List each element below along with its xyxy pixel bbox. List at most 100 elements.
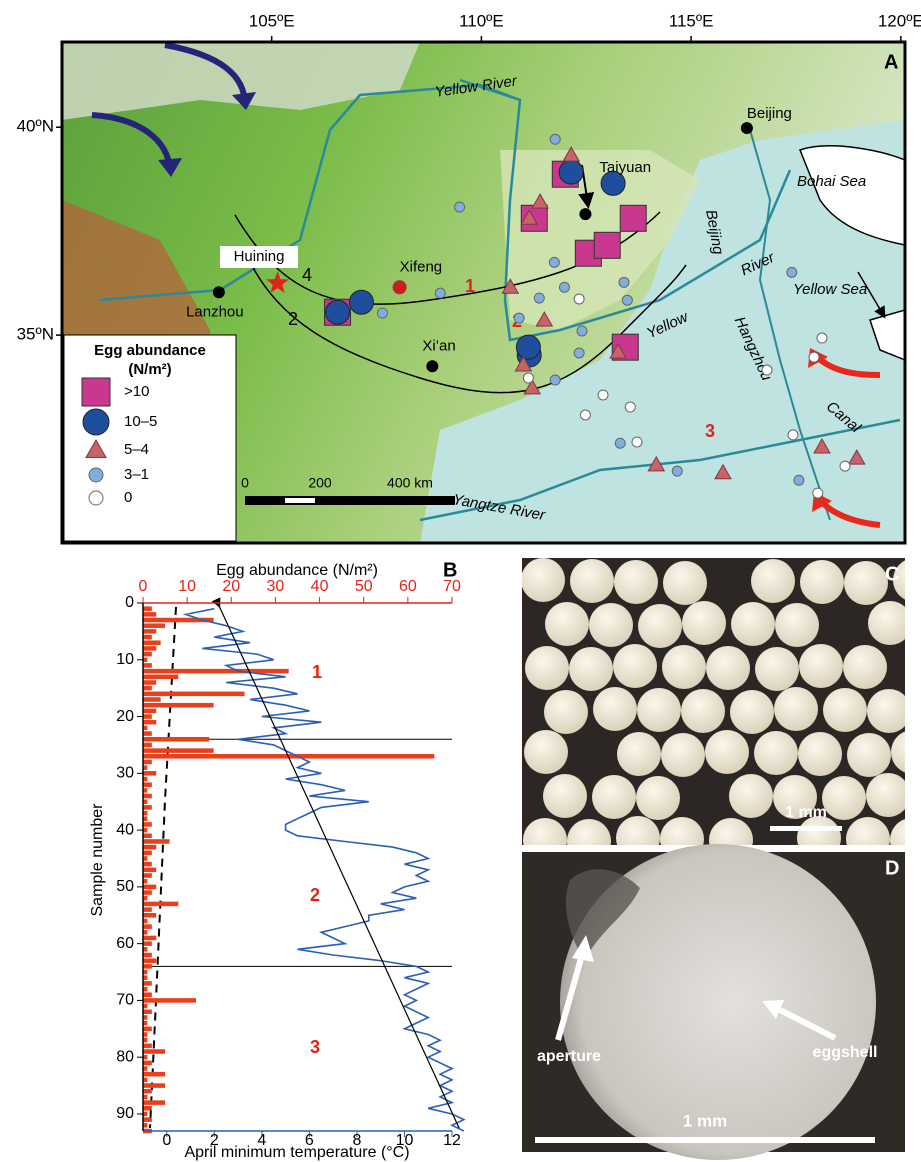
marker <box>82 378 110 406</box>
bar <box>143 941 152 946</box>
scale-label: 1 mm <box>683 1111 727 1130</box>
egg <box>544 690 588 734</box>
marker <box>615 438 625 448</box>
egg <box>661 733 705 777</box>
bar <box>143 652 152 657</box>
y-tick-label: 10 <box>116 651 134 668</box>
site-label: Huining <box>234 248 285 265</box>
marker <box>625 402 635 412</box>
panel-label: D <box>885 857 899 879</box>
egg <box>617 732 661 776</box>
city-label: Taiyuan <box>599 159 651 176</box>
bar <box>143 1049 165 1054</box>
marker <box>620 205 646 231</box>
y-tick-label: 80 <box>116 1048 134 1065</box>
line <box>186 609 464 1131</box>
egg <box>706 646 750 690</box>
marker <box>577 326 587 336</box>
egg <box>823 688 867 732</box>
egg <box>911 690 921 734</box>
marker <box>549 257 559 267</box>
y-axis-title: Sample number <box>89 803 106 917</box>
scale-label: 0 <box>241 475 249 491</box>
egg <box>637 688 681 732</box>
x-tick-label-top: 20 <box>222 578 240 595</box>
bar <box>143 913 156 918</box>
bar <box>143 981 152 986</box>
marker <box>840 461 850 471</box>
marker <box>672 466 682 476</box>
marker <box>809 352 819 362</box>
bar <box>143 1083 165 1088</box>
bar <box>143 703 214 708</box>
marker <box>435 288 445 298</box>
bar <box>143 640 161 645</box>
marker <box>550 375 560 385</box>
marker <box>326 300 350 324</box>
bar <box>143 606 152 611</box>
city-label: Beijing <box>747 105 792 122</box>
x-tick-label-bottom: 10 <box>396 1132 414 1149</box>
x-axis-title: Egg abundance (N/m²) <box>216 562 378 579</box>
egg <box>638 604 682 648</box>
bar <box>143 629 156 634</box>
marker <box>632 437 642 447</box>
bar <box>143 953 152 958</box>
marker <box>619 277 629 287</box>
bar <box>143 822 152 827</box>
city <box>579 208 591 220</box>
egg <box>636 776 680 820</box>
egg <box>614 560 658 604</box>
bar <box>143 663 152 668</box>
egg <box>593 687 637 731</box>
marker <box>514 313 524 323</box>
egg <box>775 603 819 647</box>
egg <box>545 602 589 646</box>
marker <box>559 160 583 184</box>
bar <box>143 709 156 714</box>
egg <box>730 690 774 734</box>
marker <box>594 232 620 258</box>
bar <box>143 1061 152 1066</box>
zone-label: 2 <box>310 885 320 905</box>
bar <box>143 680 156 685</box>
egg <box>729 774 773 818</box>
scale-bar <box>245 496 455 505</box>
x-tick-label-bottom: 0 <box>162 1132 171 1149</box>
egg <box>774 687 818 731</box>
x-tick-label-bottom: 4 <box>257 1132 266 1149</box>
bar <box>143 1100 165 1105</box>
bar <box>143 805 152 810</box>
egg <box>799 644 843 688</box>
x-tick-label-top: 60 <box>399 578 417 595</box>
marker <box>580 410 590 420</box>
marker <box>788 430 798 440</box>
marker <box>762 365 772 375</box>
legend-title: Egg abundance <box>94 342 206 359</box>
bar <box>143 1044 152 1049</box>
y-tick-label: 90 <box>116 1105 134 1122</box>
y-tick-label: 30 <box>116 765 134 782</box>
egg <box>751 559 795 603</box>
bar <box>143 924 152 929</box>
bar <box>143 936 156 941</box>
x-tick-label-top: 10 <box>178 578 196 595</box>
zone-label: 3 <box>310 1037 320 1057</box>
egg <box>822 776 866 820</box>
x-tick-label-top: 50 <box>355 578 373 595</box>
egg <box>589 603 633 647</box>
lon-tick-label: 105ºE <box>249 11 295 30</box>
marker <box>83 409 109 435</box>
city <box>213 286 225 298</box>
egg <box>663 561 707 605</box>
marker <box>622 295 632 305</box>
lat-tick-label: 35ºN <box>17 325 54 344</box>
panel-label: A <box>884 51 898 73</box>
x-tick-label-top: 70 <box>443 578 461 595</box>
y-tick-label: 20 <box>116 708 134 725</box>
bar <box>143 612 156 617</box>
marker <box>817 333 827 343</box>
bar <box>143 902 178 907</box>
bar <box>143 907 152 912</box>
city <box>741 122 753 134</box>
